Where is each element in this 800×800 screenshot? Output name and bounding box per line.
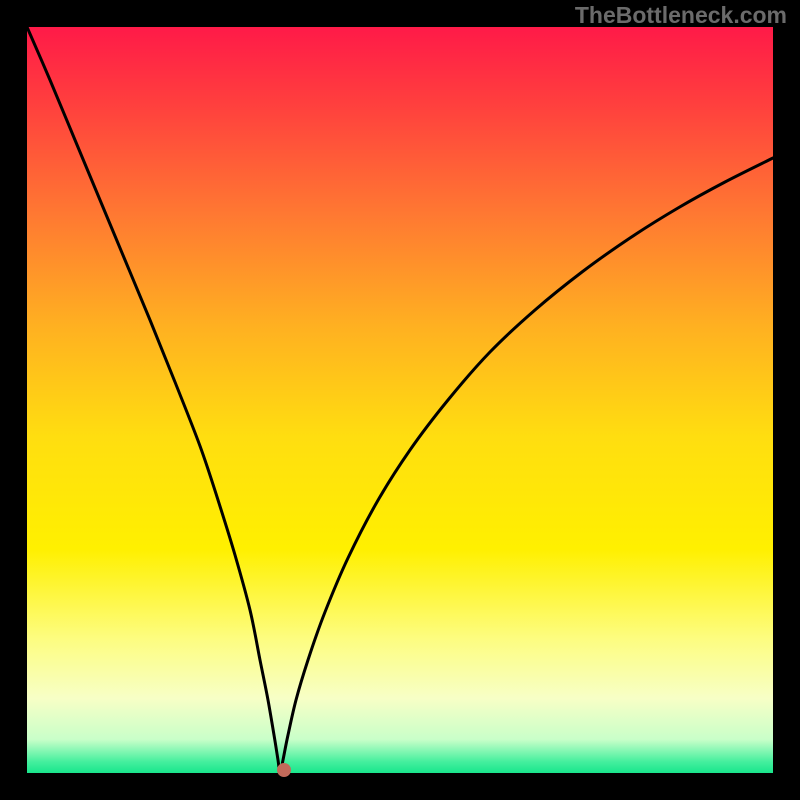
chart-svg — [0, 0, 800, 800]
min-point-marker — [277, 763, 291, 777]
plot-background — [27, 27, 773, 773]
watermark-label: TheBottleneck.com — [575, 2, 787, 29]
